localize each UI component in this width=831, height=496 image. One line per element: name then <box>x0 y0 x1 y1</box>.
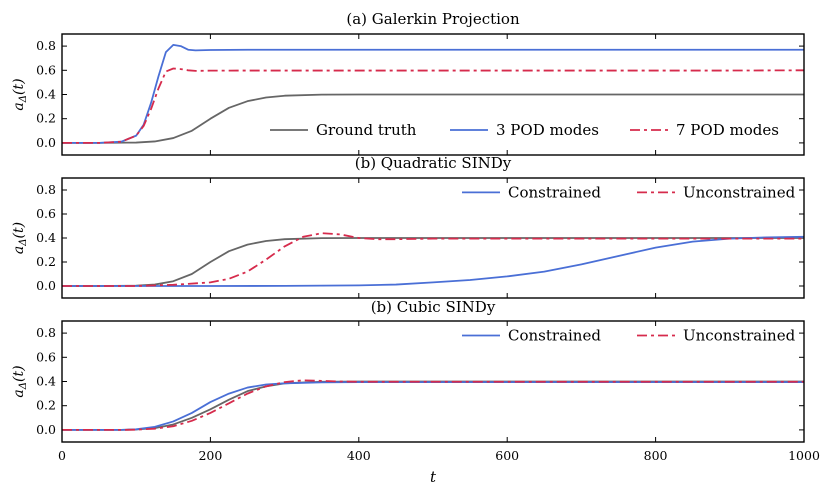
legend-label: Constrained <box>508 183 601 201</box>
series-line-ground-truth <box>62 93 804 144</box>
y-tick-label: 0.2 <box>36 398 56 413</box>
legend-label: Constrained <box>508 327 601 345</box>
x-tick-label: 400 <box>347 448 371 463</box>
y-axis-label-arg: (t) <box>11 222 27 239</box>
y-axis-label-main: a <box>11 246 27 254</box>
legend-label: 7 POD modes <box>676 121 779 139</box>
y-axis-label-arg: (t) <box>11 78 27 95</box>
y-axis-label-sub: Δ <box>18 95 29 103</box>
panel-3: (b) Cubic SINDy aΔ(t) 0.0 0.2 0.4 0.6 0.8 0 200 4… <box>11 298 820 486</box>
legend-label: Unconstrained <box>683 183 796 201</box>
y-axis-label-main: a <box>11 102 27 110</box>
x-tick-label: 600 <box>495 448 519 463</box>
panel-title: (a) Galerkin Projection <box>346 10 520 28</box>
series-line-unconstrained <box>62 232 804 287</box>
y-axis-label-arg: (t) <box>11 365 27 382</box>
y-tick-label: 0.8 <box>36 38 56 53</box>
series-line-7-pod-modes <box>62 67 804 144</box>
series-line-ground-truth <box>62 237 804 287</box>
y-tick-label: 0.0 <box>36 278 56 293</box>
panel-1: (a) Galerkin Projection aΔ(t) 0.0 0.2 0.4 0.6… <box>11 10 805 156</box>
y-tick-label: 0.4 <box>36 374 56 389</box>
y-axis-label-sub: Δ <box>18 238 29 246</box>
series-line-unconstrained <box>62 379 804 431</box>
y-tick-label: 0.2 <box>36 254 56 269</box>
legend-label: 3 POD modes <box>496 121 599 139</box>
y-tick-label: 0.4 <box>36 230 56 245</box>
panel-2: (b) Quadratic SINDy aΔ(t) 0.0 0.2 0.4 0.6 0.8 C… <box>11 154 805 299</box>
y-axis-label-main: a <box>11 389 27 397</box>
y-tick-label: 0.2 <box>36 111 56 126</box>
legend-label: Unconstrained <box>683 327 796 345</box>
y-tick-label: 0.6 <box>36 206 56 221</box>
y-tick-label: 0.8 <box>36 182 56 197</box>
x-tick-label: 0 <box>58 448 66 463</box>
x-tick-label: 800 <box>644 448 668 463</box>
y-tick-label: 0.8 <box>36 325 56 340</box>
y-tick-label: 0.4 <box>36 87 56 102</box>
panel-title: (b) Quadratic SINDy <box>355 154 512 172</box>
series-line-3-pod-modes <box>62 43 804 144</box>
plot-frame <box>61 33 805 156</box>
x-axis-label: t <box>430 468 437 486</box>
series-line-ground-truth <box>62 380 804 431</box>
y-tick-label: 0.6 <box>36 62 56 77</box>
x-tick-label: 1000 <box>788 448 820 463</box>
panel-title: (b) Cubic SINDy <box>371 298 496 316</box>
y-axis-label: aΔ(t) <box>11 222 29 254</box>
y-tick-label: 0.0 <box>36 422 56 437</box>
series-line-constrained <box>62 381 804 431</box>
y-axis-label-sub: Δ <box>18 382 29 390</box>
y-axis-label: aΔ(t) <box>11 365 29 397</box>
y-axis-label: aΔ(t) <box>11 78 29 110</box>
y-tick-label: 0.6 <box>36 349 56 364</box>
y-tick-label: 0.0 <box>36 135 56 150</box>
legend-label: Ground truth <box>316 121 417 139</box>
series-line-constrained <box>62 235 804 287</box>
x-tick-label: 200 <box>198 448 222 463</box>
plot-frame <box>61 177 805 299</box>
plot-frame <box>61 320 805 443</box>
